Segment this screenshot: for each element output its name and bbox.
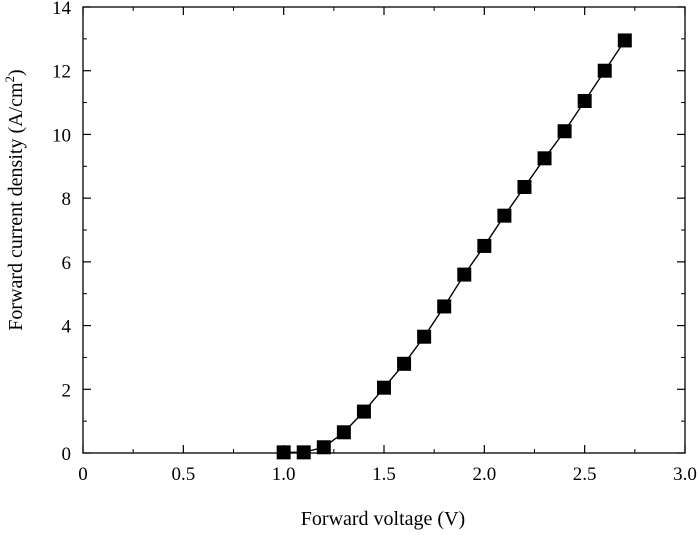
data-point (517, 179, 532, 194)
x-tick-label: 1.5 (372, 464, 396, 485)
x-tick-label: 0 (78, 464, 88, 485)
x-tick-label: 2.5 (573, 464, 597, 485)
y-axis-title-close: ) (5, 69, 27, 76)
data-point (296, 445, 311, 460)
data-point (356, 404, 371, 419)
x-tick-label: 3.0 (673, 464, 697, 485)
series-line (283, 40, 626, 454)
data-point (557, 124, 572, 139)
x-axis-title: Forward voltage (V) (301, 508, 465, 530)
data-point (537, 151, 552, 166)
data-point (276, 445, 291, 460)
x-tick-label: 0.5 (171, 464, 195, 485)
y-tick-label: 0 (62, 444, 72, 465)
data-point (336, 425, 351, 440)
data-point (597, 63, 612, 78)
data-point (617, 33, 632, 48)
y-tick-label: 8 (62, 189, 72, 210)
y-tick-label: 4 (62, 317, 72, 338)
y-tick-label: 14 (52, 0, 72, 19)
x-tick-label: 2.0 (472, 464, 496, 485)
data-point (577, 93, 592, 108)
y-axis-ticks: 0 2 4 6 8 10 12 14 (52, 0, 685, 465)
y-axis-title-superscript: 2 (2, 76, 17, 83)
data-point (497, 208, 512, 223)
x-tick-label: 1.0 (272, 464, 296, 485)
x-axis-ticks: 0 0.5 1.0 1.5 2.0 2.5 3.0 (78, 7, 697, 485)
data-point (316, 440, 331, 455)
y-axis-title-main: Forward current density (A/cm (5, 82, 27, 331)
y-tick-label: 10 (52, 125, 71, 146)
data-point (397, 356, 412, 371)
data-point (377, 380, 391, 395)
y-tick-label: 6 (62, 253, 72, 274)
y-axis-title: Forward current density (A/cm2) (2, 69, 27, 330)
y-tick-label: 12 (52, 62, 71, 83)
data-point (437, 299, 452, 314)
data-point (417, 329, 432, 344)
data-point (477, 238, 492, 253)
y-tick-label: 2 (62, 380, 72, 401)
data-point (457, 267, 472, 282)
series-points-group (276, 33, 632, 460)
series-line-group (283, 40, 626, 454)
